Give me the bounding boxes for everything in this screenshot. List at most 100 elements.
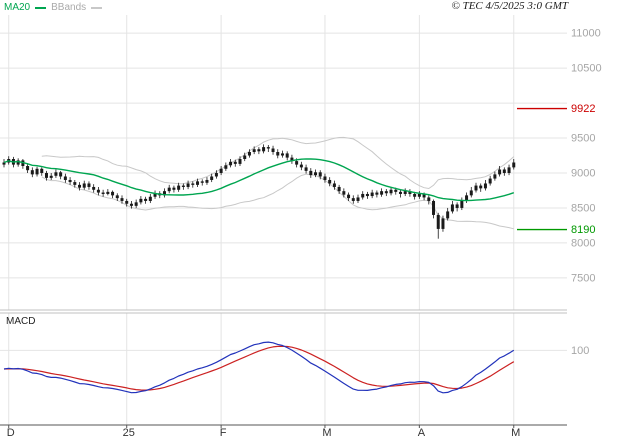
candle-body bbox=[101, 192, 105, 194]
candle-body bbox=[125, 200, 129, 204]
candle-body bbox=[200, 181, 204, 183]
candle-body bbox=[347, 194, 351, 199]
macd-tick-label: 100 bbox=[571, 345, 589, 357]
candle-body bbox=[238, 159, 242, 164]
price-tick-label: 11000 bbox=[571, 28, 601, 40]
candle-body bbox=[422, 193, 426, 198]
candle-body bbox=[153, 193, 157, 197]
candle-body bbox=[30, 170, 34, 175]
candle-body bbox=[162, 191, 166, 196]
bollinger-upper-line bbox=[41, 136, 515, 190]
support-level-label: 8190 bbox=[571, 224, 595, 236]
candle-body bbox=[295, 161, 299, 165]
candle-body bbox=[115, 195, 119, 199]
candle-body bbox=[111, 191, 115, 196]
candle-body bbox=[243, 155, 247, 160]
candle-body bbox=[384, 191, 388, 194]
candle-body bbox=[205, 179, 209, 183]
candle-body bbox=[469, 190, 473, 196]
ma20-legend-label: MA20 bbox=[4, 2, 31, 13]
candle-body bbox=[441, 218, 445, 229]
month-label: 25 bbox=[123, 427, 135, 439]
candle-body bbox=[16, 160, 20, 165]
month-label: A bbox=[418, 427, 426, 439]
price-tick-label: 9000 bbox=[571, 167, 595, 179]
candle-body bbox=[54, 172, 58, 176]
candle-body bbox=[44, 172, 48, 178]
candle-body bbox=[328, 179, 332, 184]
candle-body bbox=[502, 169, 506, 173]
candle-body bbox=[87, 183, 91, 187]
candle-body bbox=[219, 168, 223, 173]
candle-body bbox=[488, 178, 492, 184]
candle-body bbox=[78, 184, 82, 188]
candle-body bbox=[73, 182, 77, 185]
candle-body bbox=[266, 147, 270, 149]
candle-body bbox=[172, 187, 176, 190]
price-tick-label: 8000 bbox=[571, 237, 595, 249]
month-label: M bbox=[511, 427, 520, 439]
candle-body bbox=[280, 153, 284, 156]
candle-body bbox=[337, 186, 341, 192]
candle-body bbox=[247, 152, 251, 156]
price-tick-label: 9500 bbox=[571, 133, 595, 145]
candle-body bbox=[120, 198, 124, 201]
candle-body bbox=[417, 193, 421, 197]
candle-body bbox=[285, 153, 289, 158]
candle-body bbox=[191, 183, 195, 185]
bollinger-lower-line bbox=[41, 173, 514, 230]
resistance-level-label: 9922 bbox=[571, 103, 595, 115]
candle-body bbox=[82, 183, 86, 188]
candle-body bbox=[167, 187, 171, 192]
candle-body bbox=[408, 191, 412, 194]
candle-body bbox=[446, 211, 450, 219]
candle-body bbox=[460, 200, 464, 208]
candle-body bbox=[290, 157, 294, 162]
candle-body bbox=[271, 148, 275, 153]
candle-body bbox=[332, 183, 336, 187]
candle-body bbox=[323, 176, 327, 180]
candle-body bbox=[134, 202, 138, 206]
candle-body bbox=[233, 161, 237, 164]
candle-body bbox=[68, 179, 72, 183]
candle-body bbox=[432, 200, 436, 215]
candle-body bbox=[365, 193, 369, 197]
candle-body bbox=[512, 162, 516, 168]
candle-body bbox=[181, 185, 185, 187]
candle-body bbox=[370, 192, 374, 197]
bbands-line-sample-icon bbox=[91, 6, 103, 9]
candle-body bbox=[63, 176, 67, 180]
candle-body bbox=[483, 183, 487, 189]
price-tick-label: 8500 bbox=[571, 202, 595, 214]
ma20-line-sample-icon bbox=[35, 6, 47, 9]
month-label: M bbox=[322, 427, 331, 439]
candle-body bbox=[224, 165, 228, 169]
bbands-legend-label: BBands bbox=[51, 2, 87, 13]
candle-body bbox=[252, 149, 256, 153]
candle-body bbox=[96, 189, 100, 193]
candle-body bbox=[507, 167, 511, 173]
candle-body bbox=[139, 198, 143, 203]
candle-body bbox=[342, 191, 346, 195]
candle-body bbox=[299, 164, 303, 168]
candle-body bbox=[2, 162, 6, 165]
candle-body bbox=[210, 176, 214, 180]
candle-body bbox=[375, 192, 379, 195]
candle-body bbox=[106, 191, 110, 194]
candle-body bbox=[196, 181, 200, 185]
candle-body bbox=[26, 165, 30, 171]
candle-body bbox=[479, 185, 483, 189]
candle-body bbox=[262, 147, 266, 152]
candle-body bbox=[394, 189, 398, 192]
macd-line bbox=[3, 341, 515, 394]
candle-body bbox=[351, 198, 355, 201]
month-label: F bbox=[220, 427, 227, 439]
candle-body bbox=[304, 167, 308, 171]
price-tick-label: 10500 bbox=[571, 63, 602, 75]
candle-body bbox=[318, 172, 322, 177]
candle-body bbox=[455, 204, 459, 208]
candle-body bbox=[59, 172, 63, 177]
candle-body bbox=[356, 197, 360, 201]
candle-body bbox=[309, 170, 313, 176]
